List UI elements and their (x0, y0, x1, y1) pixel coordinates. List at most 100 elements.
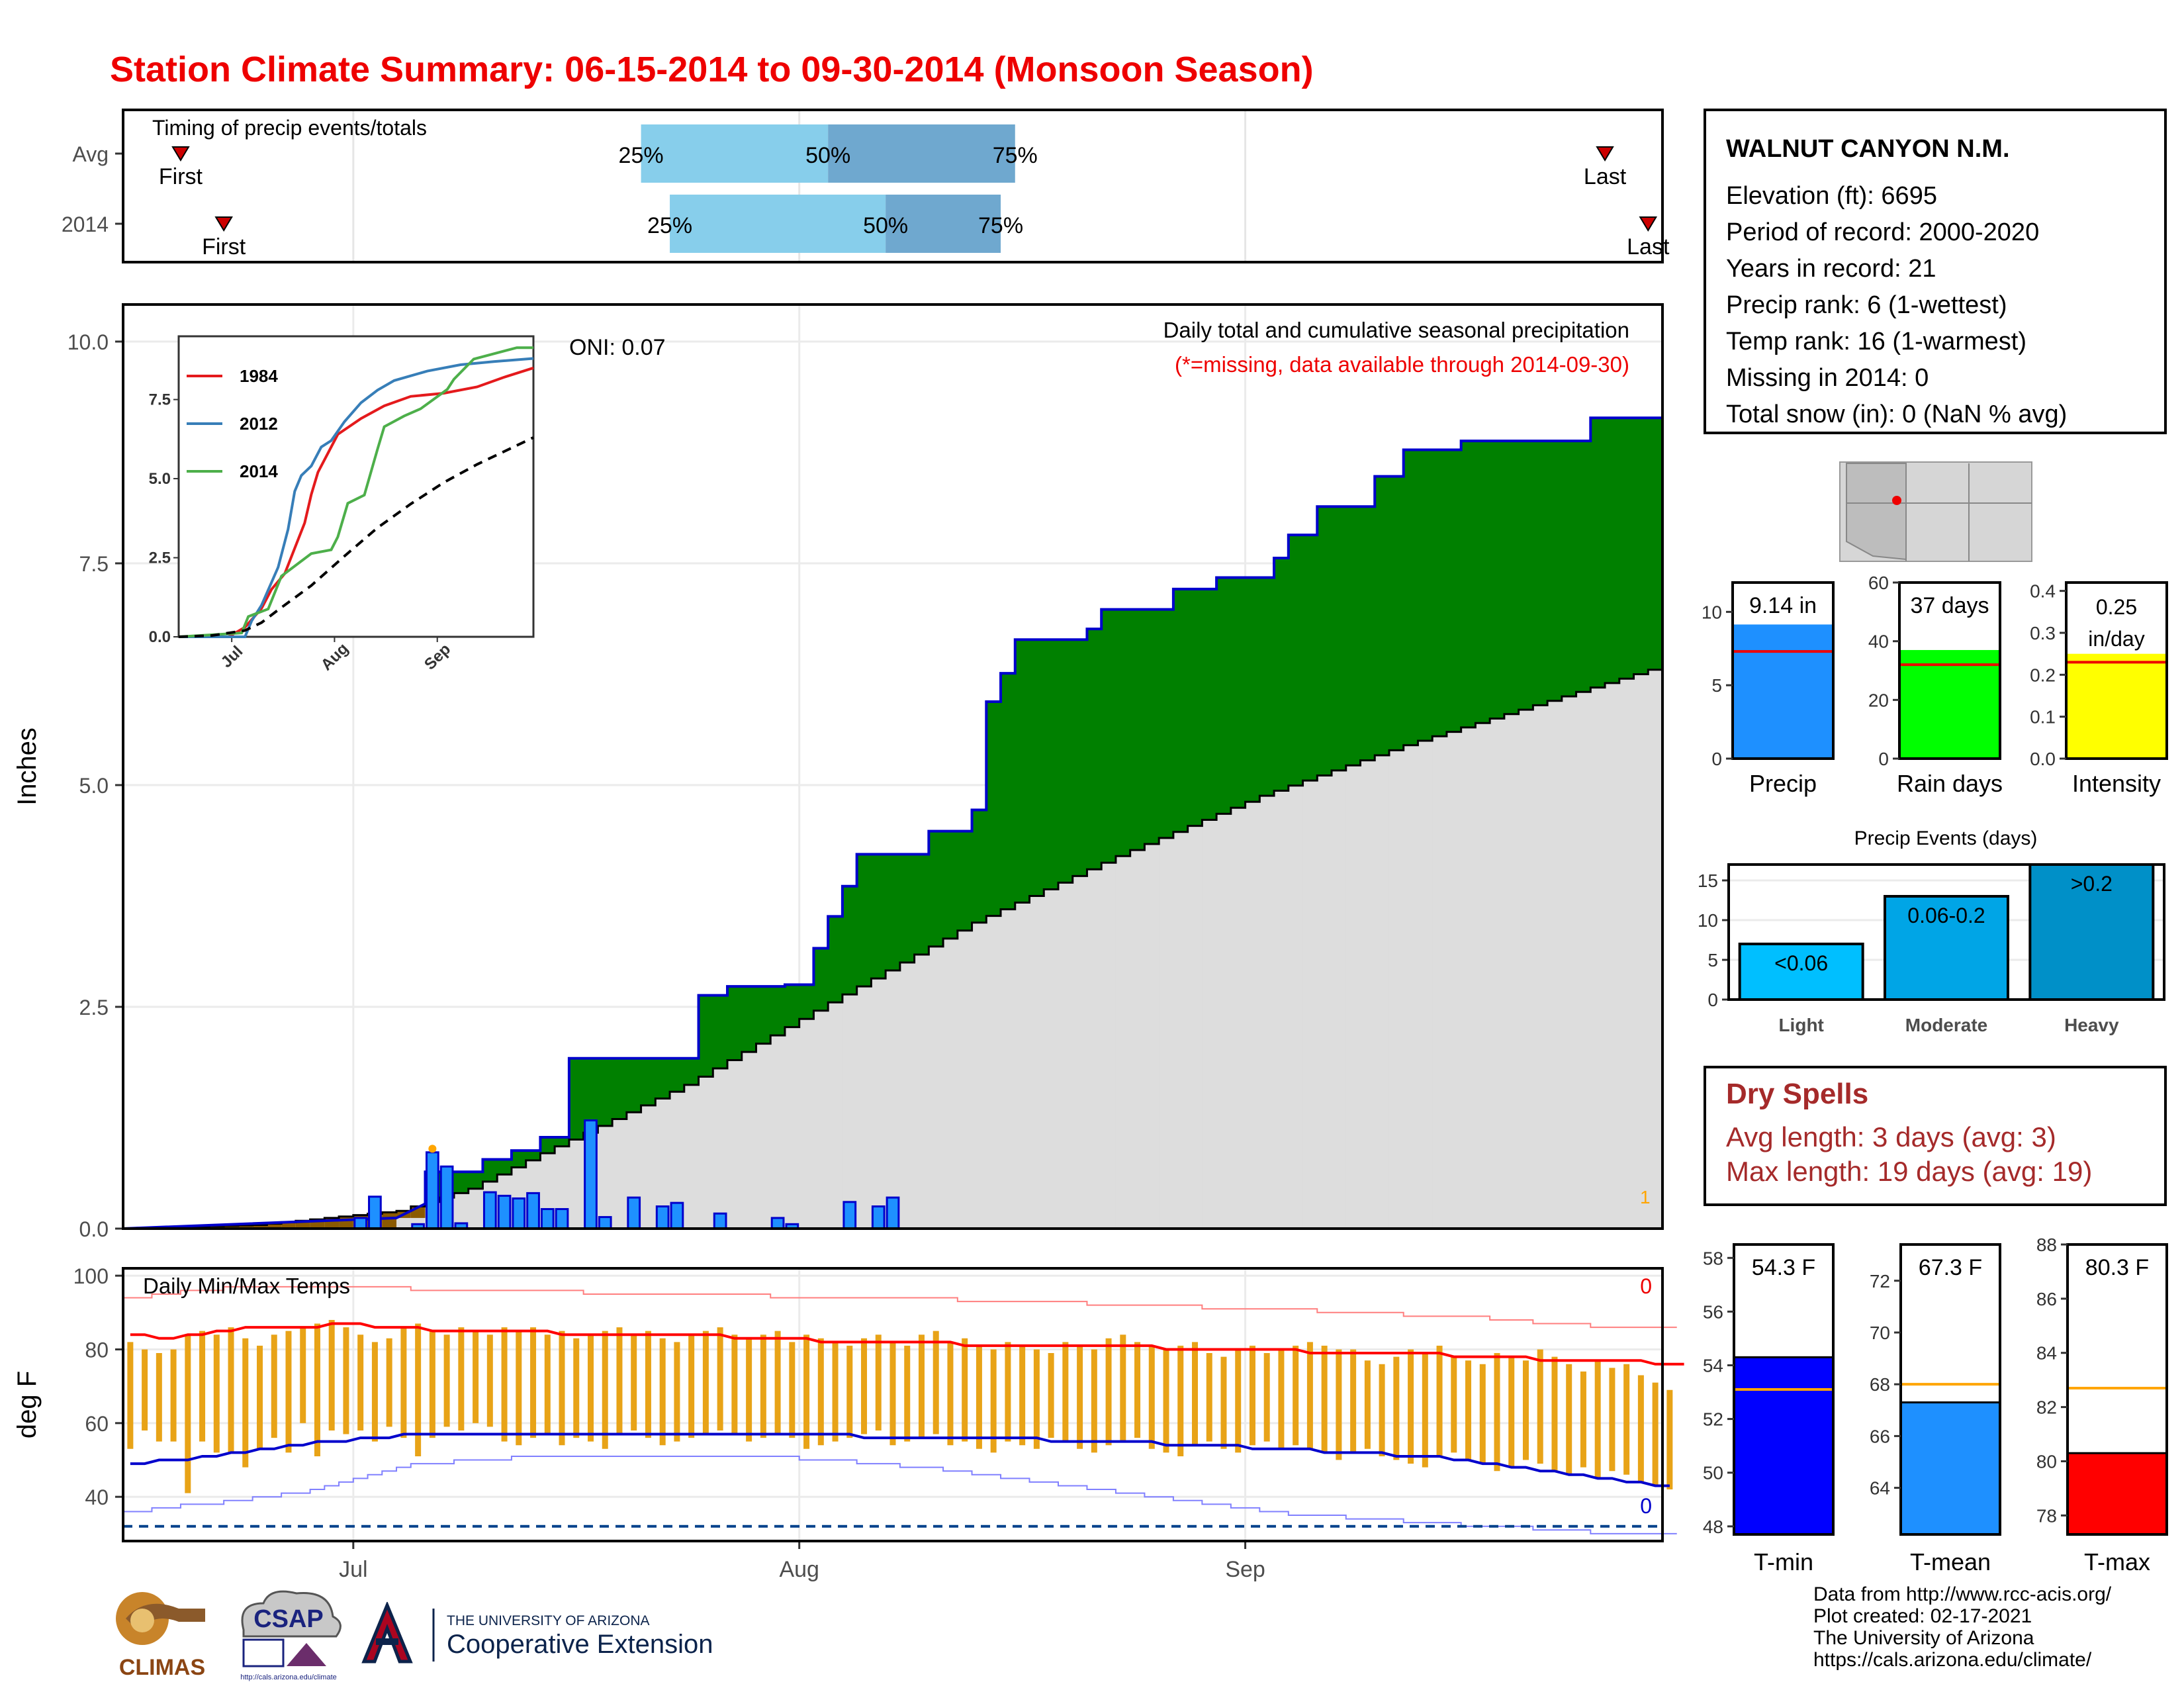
csap-logo-text: CSAP (253, 1605, 324, 1633)
normal-area-segment (1533, 705, 1548, 1229)
wet-anomaly-segment (899, 854, 915, 962)
wet-anomaly-segment (569, 1058, 584, 1140)
tmean-ytick-label-2-3: 84 (2036, 1343, 2057, 1364)
precip-ytick-label-3: 7.5 (79, 552, 109, 576)
tmean-panel-border-1 (1899, 1243, 2001, 1536)
wet-anomaly-segment (1388, 476, 1404, 751)
daily-precip-bar (526, 1192, 540, 1230)
wet-anomaly-segment (727, 986, 743, 1060)
ua-cooperative-extension-logo: THE UNIVERSITY OF ARIZONA Cooperative Ex… (357, 1601, 741, 1668)
timing-last-marker-1 (1639, 216, 1658, 232)
normal-area-segment (641, 1105, 656, 1229)
normal-area-segment (612, 1119, 627, 1229)
wet-anomaly-segment (1375, 476, 1390, 755)
tmean-ytick-label-1-2: 68 (1870, 1374, 1890, 1395)
wet-anomaly-segment (770, 986, 786, 1036)
wet-anomaly-segment (1475, 441, 1490, 724)
total-value-label-2-a: 0.25 (2096, 595, 2137, 619)
total-ytick-label-2-0: 0.0 (2030, 749, 2056, 769)
events-bar-label-0: <0.06 (1774, 951, 1828, 975)
normal-area-segment (1648, 669, 1663, 1229)
wet-anomaly-segment (1302, 535, 1318, 781)
normal-area-segment (986, 915, 1001, 1229)
tmean-category-label-1: T-mean (1910, 1548, 1991, 1575)
tmean-ytick-label-2-2: 82 (2036, 1397, 2057, 1418)
total-bar-1 (1899, 649, 2000, 759)
timing-bar-50-75-1 (886, 195, 1001, 253)
tmean-ytick-label-2-5: 88 (2036, 1235, 2057, 1255)
normal-area-segment (1274, 790, 1289, 1229)
normal-area-segment (1115, 856, 1131, 1229)
normal-area-segment (1561, 696, 1577, 1229)
tmean-ytick-label-1-4: 72 (1870, 1271, 1890, 1291)
total-ytick-label-1-1: 20 (1868, 690, 1889, 710)
wet-anomaly-segment (1533, 441, 1548, 706)
inset-series-line-2 (178, 346, 533, 638)
precip-ytick-label-1: 2.5 (79, 996, 109, 1019)
normal-area-segment (1159, 837, 1174, 1229)
normal-area-segment (670, 1092, 685, 1229)
tmean-bar-1 (1899, 1401, 2001, 1536)
normal-area-segment (770, 1035, 786, 1229)
normal-min-line (130, 1432, 1670, 1487)
total-category-label-2: Intensity (2072, 770, 2161, 797)
wet-anomaly-segment (871, 854, 886, 979)
dry-anomaly-segment (339, 1216, 354, 1229)
dry-spells-max: Max length: 19 days (avg: 19) (1726, 1156, 2093, 1187)
tmean-panel-border-2 (2066, 1243, 2168, 1536)
normal-area-segment (756, 1043, 771, 1229)
footer-line-4: https://cals.arizona.edu/climate/ (1813, 1649, 2092, 1671)
wet-anomaly-segment (1360, 506, 1375, 761)
footer-line-1: Data from http://www.rcc-acis.org/ (1813, 1583, 2112, 1605)
wet-anomaly-segment (1072, 639, 1088, 876)
temp-panel-border (122, 1267, 1664, 1542)
normal-area-segment (813, 1010, 829, 1229)
wet-anomaly-segment (1015, 639, 1030, 903)
wet-anomaly-segment (972, 810, 987, 923)
wet-anomaly-segment (1332, 506, 1347, 771)
wet-anomaly-segment (1115, 609, 1131, 857)
tmean-ytick-label-2-4: 86 (2036, 1289, 2057, 1309)
total-value-label-1: 37 days (1910, 593, 1989, 618)
total-ytick-label-0-0: 0 (1711, 749, 1722, 769)
wet-anomaly-segment (698, 995, 713, 1077)
timing-bar-25-50-0 (641, 124, 829, 183)
dry-spells-avg: Avg length: 3 days (avg: 3) (1726, 1121, 2056, 1152)
normal-area-segment (886, 970, 901, 1229)
timing-pct-label-0-0: 25% (619, 143, 664, 168)
wet-anomaly-segment (1101, 609, 1116, 863)
total-ytick-label-0-1: 5 (1711, 675, 1722, 696)
normal-area-segment (1418, 741, 1433, 1229)
inset-legend-label-2: 2014 (240, 461, 278, 481)
dry-anomaly-segment (382, 1212, 397, 1229)
normal-area-segment (1403, 745, 1419, 1229)
total-value-label-2-b: in/day (2088, 627, 2144, 651)
timing-first-marker-0 (171, 146, 190, 162)
inset-series-line-3 (178, 436, 534, 638)
inset-legend-label-1: 2012 (240, 414, 278, 434)
inset-ytick-label-1: 2.5 (149, 549, 171, 567)
station-location-marker (1892, 496, 1901, 505)
total-bar-2 (2066, 653, 2167, 759)
events-bar-0 (1738, 943, 1864, 1001)
normal-area-segment (1130, 850, 1146, 1229)
normal-area-segment (1101, 863, 1116, 1229)
wet-anomaly-segment (1490, 441, 1505, 719)
wet-anomaly-segment (1087, 629, 1102, 870)
wet-anomaly-segment (1518, 441, 1533, 710)
normal-area-segment (1633, 674, 1649, 1229)
total-ytick-label-2-1: 0.1 (2030, 707, 2056, 727)
wet-anomaly-segment (655, 1058, 670, 1099)
timing-first-label-0: First (159, 164, 203, 189)
timing-pct-label-0-1: 50% (805, 143, 850, 168)
total-ytick-label-2-2: 0.2 (2030, 665, 2056, 685)
normal-area-segment (957, 930, 973, 1229)
wet-anomaly-segment (612, 1058, 627, 1119)
wet-anomaly-segment (626, 1058, 642, 1113)
temp-ytick-label-1: 60 (85, 1412, 109, 1436)
normal-area-segment (799, 1019, 815, 1229)
timing-row-label-1: 2014 (62, 212, 109, 236)
wet-anomaly-segment (453, 1172, 469, 1194)
temp-ytick-label-3: 100 (73, 1264, 109, 1288)
precip-ytick-label-0: 0.0 (79, 1217, 109, 1241)
